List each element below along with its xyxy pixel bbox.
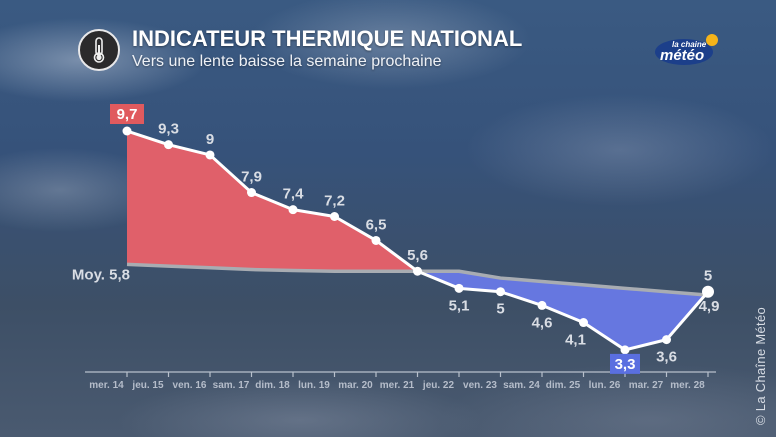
- data-point: [454, 283, 464, 293]
- data-label: 7,2: [324, 193, 345, 210]
- data-label: 9: [206, 131, 214, 148]
- copyright-text: © La Chaîne Météo: [753, 306, 768, 425]
- data-label: 7,9: [241, 169, 262, 186]
- data-point: [579, 318, 588, 328]
- data-point: [413, 266, 422, 276]
- data-point: [662, 335, 671, 345]
- normal-start-label: Moy. 5,8: [72, 266, 130, 283]
- x-tick-label: dim. 25: [546, 380, 581, 391]
- data-points: [122, 126, 714, 355]
- data-point: [620, 345, 630, 355]
- data-point: [330, 212, 339, 221]
- data-label: 7,4: [283, 186, 305, 203]
- data-point: [496, 287, 505, 297]
- x-tick-label: mer. 14: [89, 380, 124, 391]
- x-tick-label: jeu. 15: [131, 380, 164, 391]
- page-subtitle: Vers une lente baisse la semaine prochai…: [132, 53, 442, 70]
- data-label: 6,5: [366, 216, 387, 233]
- x-tick-label: sam. 17: [213, 380, 250, 391]
- data-label: 5: [496, 301, 504, 318]
- x-tick-label: mar. 20: [338, 380, 373, 391]
- data-label: 4,1: [565, 332, 586, 349]
- normal-end-label: 4,9: [699, 298, 720, 315]
- x-tick-label: jeu. 22: [422, 380, 455, 391]
- x-tick-label: lun. 26: [589, 380, 621, 391]
- thermometer-icon: [78, 28, 120, 71]
- chart-header: INDICATEUR THERMIQUE NATIONAL Vers une l…: [78, 27, 522, 72]
- max-badge: [110, 104, 144, 124]
- data-point: [537, 300, 547, 310]
- data-point: [288, 205, 298, 215]
- brand-logo: la chaine météo: [654, 32, 718, 65]
- data-label: 9,3: [158, 121, 179, 138]
- data-point: [122, 126, 132, 136]
- x-tick-label: lun. 19: [298, 380, 330, 391]
- data-label: 5: [704, 268, 712, 285]
- x-tick-label: mer. 21: [380, 380, 415, 391]
- x-tick-label: ven. 23: [463, 380, 497, 391]
- x-tick-label: dim. 18: [255, 380, 290, 391]
- area-fills: [127, 131, 708, 350]
- data-label: 3,6: [656, 349, 677, 366]
- data-point: [205, 150, 215, 160]
- data-point: [164, 140, 173, 150]
- data-label: 5,6: [407, 247, 428, 264]
- data-label: 5,1: [449, 297, 470, 314]
- x-tick-label: mer. 28: [670, 380, 705, 391]
- data-point: [702, 285, 714, 298]
- x-axis: mer. 14 jeu. 15 ven. 16 sam. 17 dim. 18 lun. …: [85, 371, 716, 391]
- min-badge: [610, 353, 640, 374]
- data-labels: 9,7 9,3 9 7,9 7,4 7,2 6,5 5,6 5,1 5 4,6 4,1 3,3 3,6 5 M…: [72, 104, 720, 374]
- logo-line1: la chaine: [672, 40, 707, 49]
- page-title: INDICATEUR THERMIQUE NATIONAL: [132, 26, 523, 51]
- logo-line2: météo: [660, 47, 704, 64]
- data-point: [247, 188, 256, 198]
- x-tick-label: sam. 24: [503, 380, 540, 391]
- data-point: [371, 235, 381, 245]
- data-label: 4,6: [532, 314, 553, 331]
- x-tick-label: mar. 27: [629, 380, 664, 391]
- x-tick-label: ven. 16: [173, 380, 207, 391]
- svg-text:3,3: 3,3: [615, 356, 636, 373]
- svg-text:9,7: 9,7: [117, 106, 138, 123]
